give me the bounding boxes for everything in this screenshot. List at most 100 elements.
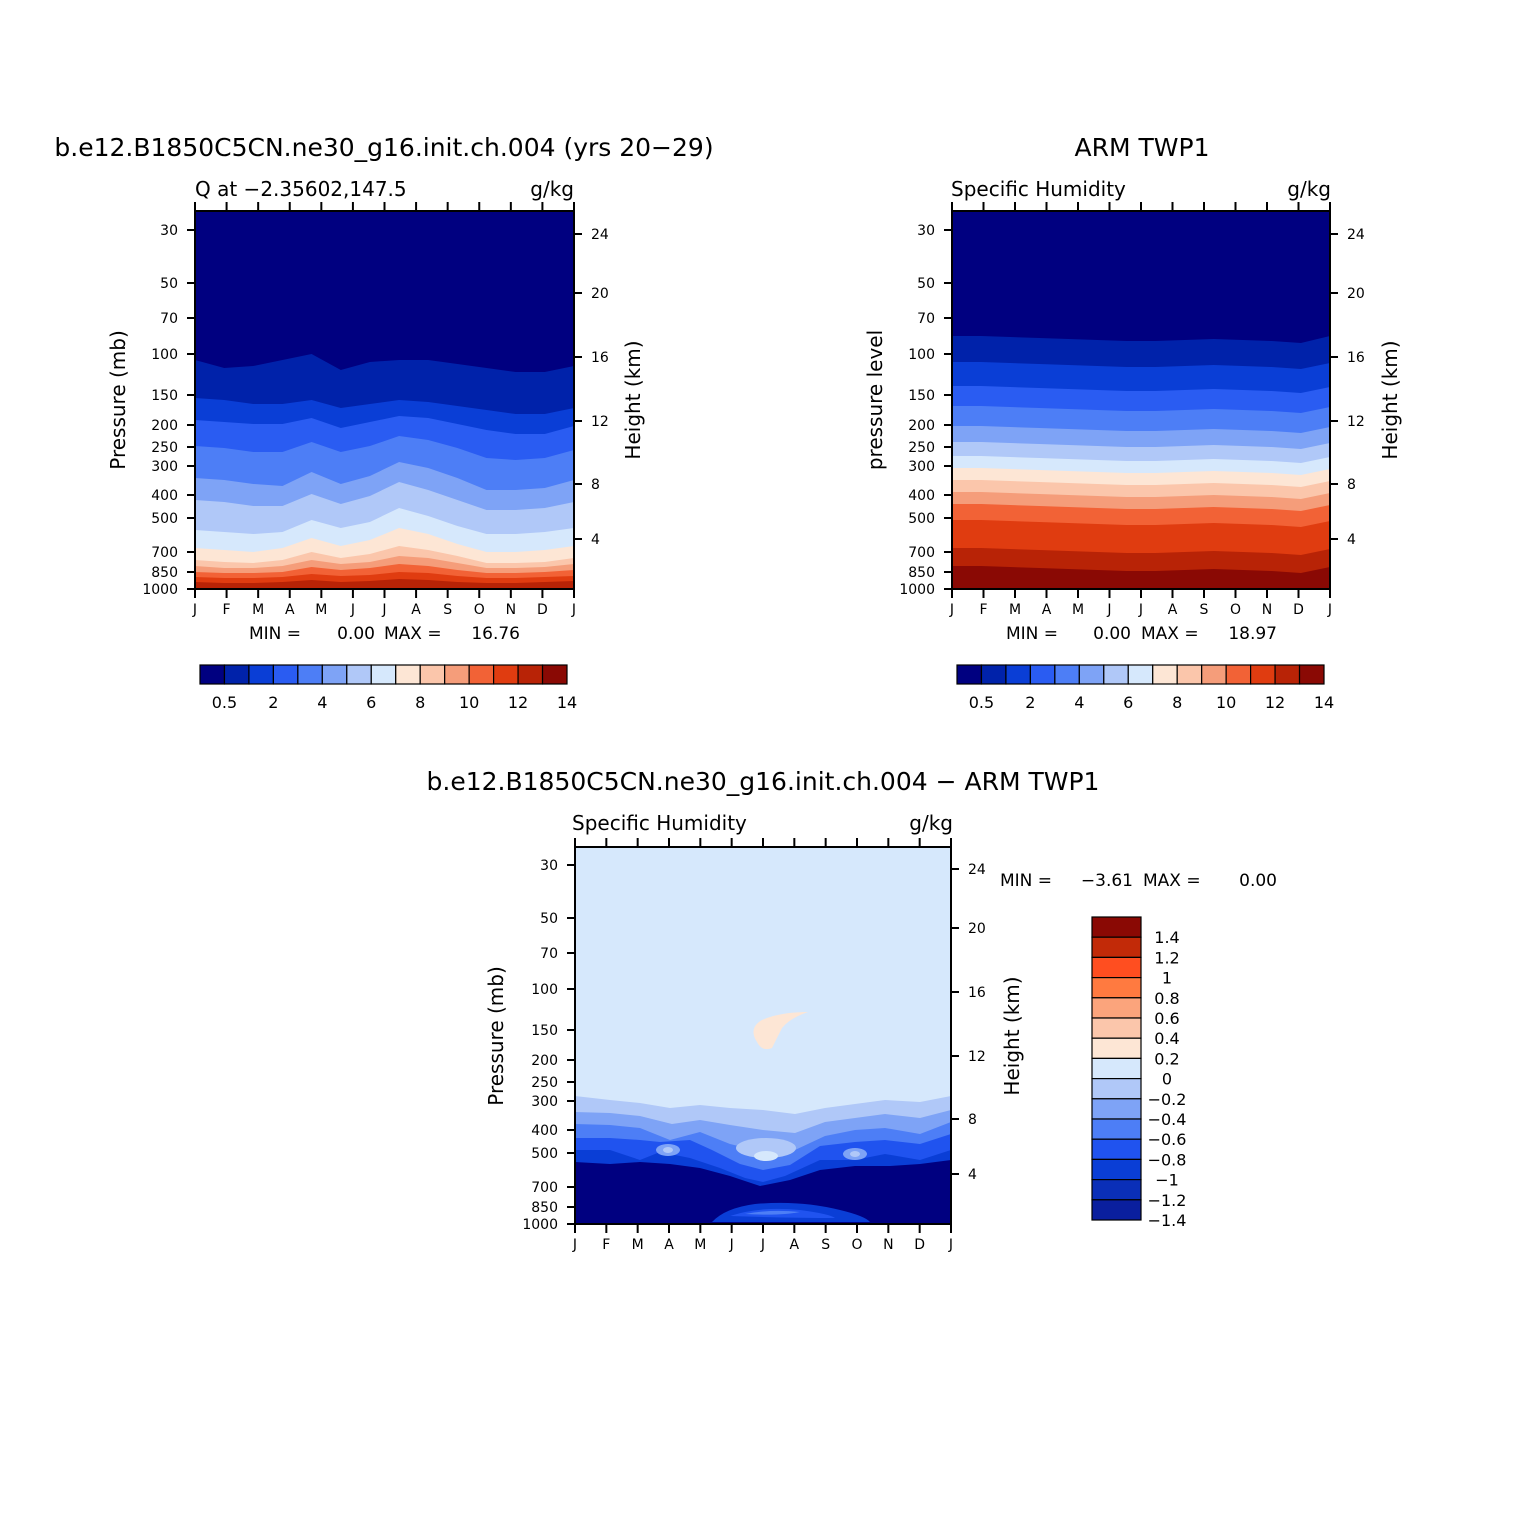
colorbar-swatch [468, 664, 495, 685]
x-tick-label: J [760, 1237, 765, 1253]
y-tick-label: 50 [540, 911, 558, 927]
panel-obs: ARM TWP1 Specific Humidity g/kg J F M A M J J A… [863, 133, 1402, 712]
y-tick-right-label: 24 [968, 862, 986, 878]
colorbar-label: −0.2 [1148, 1090, 1187, 1109]
colorbar-swatch [1091, 1077, 1142, 1100]
x-tick-label: O [474, 602, 485, 618]
x-tick-label: N [506, 602, 516, 618]
y-tick-right-label: 20 [1347, 286, 1365, 302]
x-tick-label: J [1327, 602, 1332, 618]
colorbar-swatch [1091, 1158, 1142, 1181]
panel-diff-ylabel-right: Height (km) [1000, 976, 1024, 1095]
y-tick-label: 200 [531, 1053, 558, 1069]
panel-obs-min-label: MIN = [1006, 624, 1058, 644]
x-tick-label: J [1106, 602, 1111, 618]
y-tick-label: 500 [151, 511, 178, 527]
y-tick-label: 150 [531, 1023, 558, 1039]
y-tick-label: 30 [540, 858, 558, 874]
diff-lower-blob-inner [745, 1210, 800, 1215]
x-tick-label: M [632, 1237, 644, 1253]
x-tick-label: J [948, 1237, 953, 1253]
x-tick-label: J [350, 602, 355, 618]
y-tick-label: 250 [151, 440, 178, 456]
y-tick-right-label: 20 [968, 921, 986, 937]
x-tick-label: A [790, 1237, 800, 1253]
y-tick-right-label: 24 [1347, 227, 1365, 243]
colorbar-swatch [1091, 1178, 1142, 1201]
x-tick-label: J [571, 602, 576, 618]
y-tick-label: 30 [160, 223, 178, 239]
colorbar-swatch [223, 664, 250, 685]
panel-model: b.e12.B1850C5CN.ne30_g16.init.ch.004 (yr… [54, 133, 713, 712]
x-tick-label: F [602, 1237, 610, 1253]
colorbar-swatch [1091, 1138, 1142, 1160]
colorbar-swatch [1078, 664, 1105, 685]
y-tick-label: 400 [531, 1123, 558, 1139]
x-tick-label: J [192, 602, 197, 618]
colorbar-swatch [199, 664, 226, 685]
colorbar-swatch [1054, 664, 1080, 685]
colorbar-label: 8 [415, 693, 425, 712]
panel-model-subtitle-left: Q at −2.35602,147.5 [195, 177, 407, 201]
x-tick-label: N [1262, 602, 1272, 618]
y-tick-right-label: 4 [591, 532, 600, 548]
colorbar-swatch [1091, 1118, 1142, 1140]
x-tick-label: O [1230, 602, 1241, 618]
x-tick-label: M [252, 602, 264, 618]
colorbar-label: 10 [1216, 693, 1236, 712]
colorbar-swatch [1225, 664, 1252, 685]
colorbar-label: 0.8 [1154, 989, 1179, 1008]
x-tick-label: J [381, 602, 386, 618]
colorbar-label: 10 [459, 693, 479, 712]
y-tick-label: 1000 [899, 582, 935, 598]
panel-diff-ylabel: Pressure (mb) [484, 966, 508, 1106]
colorbar-label: 14 [1314, 693, 1334, 712]
panel-obs-contour-bands [952, 336, 1330, 589]
x-tick-label: F [979, 602, 987, 618]
colorbar-swatch [517, 664, 544, 685]
y-tick-label: 250 [531, 1075, 558, 1091]
colorbar-swatch [541, 664, 568, 685]
y-tick-label: 100 [151, 347, 178, 363]
colorbar-label: 1.4 [1154, 928, 1179, 947]
y-tick-label: 100 [908, 347, 935, 363]
colorbar-label: −0.8 [1148, 1150, 1187, 1169]
panel-model-title: b.e12.B1850C5CN.ne30_g16.init.ch.004 (yr… [54, 133, 713, 162]
colorbar-swatch [370, 664, 397, 685]
colorbar-label: −1.4 [1148, 1211, 1187, 1230]
contour-band [195, 579, 574, 589]
colorbar-label: 1 [1162, 969, 1172, 988]
colorbar-label: −1.2 [1148, 1191, 1187, 1210]
diff-right-blob-inner [850, 1151, 860, 1157]
y-tick-label: 70 [917, 311, 935, 327]
diff-band-minus-1-4 [575, 1160, 951, 1224]
x-tick-label: A [411, 602, 421, 618]
colorbar-swatch [1298, 664, 1325, 685]
panel-obs-title: ARM TWP1 [1075, 133, 1210, 162]
panel-model-subtitle-right: g/kg [530, 177, 574, 201]
panel-obs-subtitle-left: Specific Humidity [951, 177, 1126, 201]
y-tick-right-label: 4 [1347, 532, 1356, 548]
y-tick-label: 1000 [142, 582, 178, 598]
colorbar-label: 2 [1025, 693, 1035, 712]
colorbar-swatch [493, 664, 519, 685]
panel-obs-ticks: J F M A M J J A S O N D J 30 50 70 100 150 200 250 300 400 500… [899, 202, 1365, 618]
colorbar-swatch [1249, 664, 1276, 685]
y-tick-right-label: 8 [968, 1112, 977, 1128]
colorbar-label: −0.6 [1148, 1130, 1187, 1149]
colorbar-swatch [1005, 664, 1032, 685]
y-tick-label: 850 [151, 565, 178, 581]
x-tick-label: A [1042, 602, 1052, 618]
y-tick-label: 300 [151, 459, 178, 475]
colorbar-label: 1.2 [1154, 948, 1179, 967]
x-tick-label: M [1009, 602, 1021, 618]
panel-obs-ylabel: pressure level [863, 330, 887, 470]
y-tick-label: 30 [917, 223, 935, 239]
colorbar-label: 0.5 [969, 693, 994, 712]
panel-diff-ticks: J F M A M J J A S O N D J 30 50 70 100 150 200 250 300 400 500… [522, 838, 986, 1253]
y-tick-label: 850 [908, 565, 935, 581]
y-tick-label: 500 [531, 1146, 558, 1162]
panel-model-ylabel-right: Height (km) [621, 340, 645, 459]
colorbar-swatch [297, 664, 323, 685]
colorbar-label: −0.4 [1148, 1110, 1187, 1129]
